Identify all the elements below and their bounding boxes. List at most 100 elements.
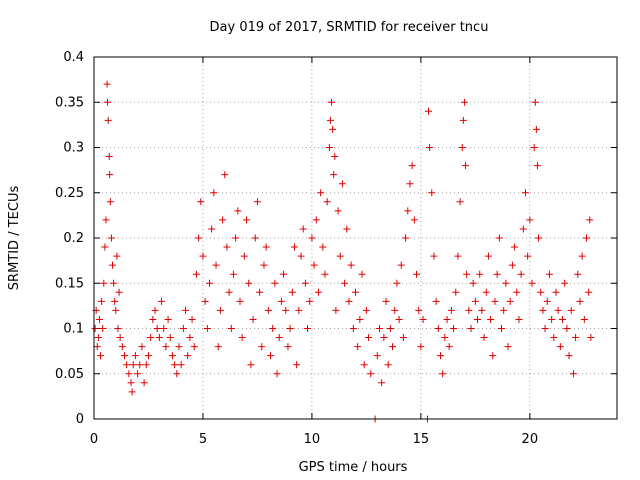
data-point — [476, 270, 484, 278]
data-point — [182, 306, 190, 314]
data-point — [151, 306, 159, 314]
data-point — [197, 198, 205, 206]
data-point — [471, 297, 479, 305]
data-point — [262, 243, 270, 251]
data-point — [227, 325, 235, 332]
data-point — [419, 315, 427, 323]
data-point — [106, 198, 114, 206]
data-point — [319, 243, 327, 251]
data-point — [587, 334, 595, 342]
data-point — [280, 270, 288, 278]
x-tick-label: 20 — [522, 432, 539, 447]
data-point — [397, 261, 405, 269]
data-point — [208, 225, 216, 233]
data-point — [100, 279, 108, 287]
data-point — [195, 234, 203, 242]
data-point — [219, 216, 227, 224]
data-point — [384, 361, 392, 369]
data-point — [559, 315, 567, 323]
data-point — [112, 306, 120, 314]
data-point — [524, 252, 532, 260]
data-point — [328, 98, 336, 106]
data-point — [116, 334, 124, 342]
data-point — [582, 234, 590, 242]
data-point — [358, 270, 366, 278]
data-point — [389, 343, 397, 351]
data-point — [114, 325, 122, 332]
data-point — [94, 334, 102, 342]
data-point — [578, 252, 586, 260]
data-point — [413, 270, 421, 278]
data-point — [210, 189, 218, 197]
data-point — [460, 98, 468, 106]
data-point — [498, 325, 506, 332]
data-point — [325, 144, 333, 151]
data-point — [576, 297, 584, 305]
data-point — [201, 297, 209, 305]
data-point — [160, 325, 168, 332]
data-point — [103, 80, 111, 88]
data-point — [153, 325, 161, 332]
data-point — [452, 288, 460, 296]
data-point — [393, 279, 401, 287]
data-point — [253, 198, 261, 206]
data-point — [288, 288, 296, 296]
x-axis-label: GPS time / hours — [299, 460, 408, 475]
y-tick-label: 0.15 — [55, 276, 84, 291]
data-point — [243, 216, 251, 224]
data-point — [127, 379, 135, 387]
data-point — [282, 306, 290, 314]
data-point — [168, 352, 176, 360]
data-point — [106, 171, 114, 179]
plot-frame — [93, 56, 618, 420]
data-point — [495, 234, 503, 242]
data-point — [474, 315, 482, 323]
data-point — [447, 306, 455, 314]
data-point — [543, 297, 551, 305]
y-tick-label: 0.25 — [55, 186, 84, 201]
data-point — [256, 288, 264, 296]
data-point — [454, 252, 462, 260]
y-tick-label: 0.05 — [55, 367, 84, 382]
data-point — [480, 334, 488, 342]
data-point — [158, 297, 166, 305]
data-point — [144, 352, 152, 360]
data-point — [293, 361, 301, 369]
data-point — [410, 216, 418, 224]
data-point — [249, 315, 257, 323]
data-point — [373, 352, 381, 360]
data-point — [232, 234, 240, 242]
data-point — [500, 306, 508, 314]
y-tick-label: 0.1 — [63, 322, 84, 337]
data-point — [271, 279, 279, 287]
data-point — [260, 261, 268, 269]
data-point — [443, 315, 451, 323]
data-point — [286, 325, 294, 332]
data-point — [462, 162, 470, 170]
data-point — [569, 370, 577, 378]
data-point — [190, 343, 198, 351]
data-point — [258, 343, 266, 351]
data-point — [326, 116, 334, 124]
data-point — [467, 325, 475, 332]
data-point — [173, 370, 181, 378]
data-point — [532, 125, 540, 133]
data-point — [349, 325, 357, 332]
data-point — [491, 297, 499, 305]
data-point — [360, 361, 368, 369]
data-point — [269, 325, 277, 332]
data-point — [99, 325, 107, 332]
data-point — [171, 361, 179, 369]
data-point — [295, 306, 303, 314]
data-point — [118, 343, 126, 351]
data-point — [521, 189, 529, 197]
data-point — [214, 343, 222, 351]
y-axis-label: SRMTID / TECUs — [7, 186, 22, 291]
data-point — [508, 261, 516, 269]
data-point — [223, 243, 231, 251]
data-point — [439, 370, 447, 378]
data-point — [574, 270, 582, 278]
data-point — [188, 315, 196, 323]
x-tick-label: 15 — [413, 432, 430, 447]
